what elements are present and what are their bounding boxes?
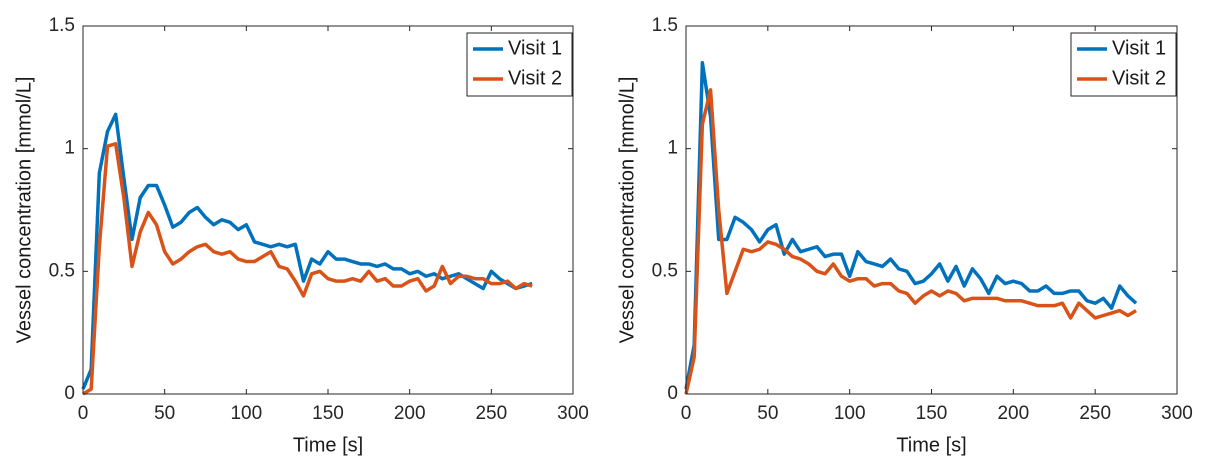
axes-box (685, 25, 1178, 395)
y-tick-label: 1.5 (652, 15, 678, 36)
x-tick-label: 50 (154, 403, 175, 424)
x-tick-label: 200 (394, 403, 426, 424)
legend-label: Visit 1 (1112, 37, 1166, 59)
x-tick-label: 250 (475, 403, 507, 424)
x-axis-label: Time [s] (293, 434, 363, 456)
x-tick-label: 300 (557, 403, 589, 424)
y-tick-label: 0.5 (652, 260, 678, 281)
legend-label: Visit 2 (1112, 67, 1166, 89)
x-tick-label: 300 (1161, 403, 1193, 424)
y-tick-label: 1 (667, 138, 678, 159)
y-tick-label: 1 (64, 138, 75, 159)
y-axis-label: Vessel concentration [mmol/L] (616, 77, 638, 344)
data-line (81, 112, 533, 390)
x-axis-label: Time [s] (896, 434, 966, 456)
legend-box (466, 32, 573, 97)
data-line (684, 61, 1138, 390)
y-tick-label: 1.5 (49, 15, 75, 36)
legend-label: Visit 2 (508, 67, 562, 89)
y-tick-label: 0 (64, 383, 75, 404)
legend-box (1070, 32, 1177, 97)
legend-label: Visit 1 (508, 37, 562, 59)
x-tick-label: 100 (230, 403, 262, 424)
x-tick-label: 200 (997, 403, 1029, 424)
y-tick-label: 0.5 (49, 260, 75, 281)
x-tick-label: 100 (834, 403, 866, 424)
x-tick-label: 250 (1079, 403, 1111, 424)
y-tick-label: 0 (667, 383, 678, 404)
x-tick-label: 0 (681, 403, 692, 424)
y-axis-label: Vessel concentration [mmol/L] (13, 77, 35, 344)
x-tick-label: 150 (916, 403, 948, 424)
x-tick-label: 150 (312, 403, 344, 424)
data-line (684, 88, 1137, 395)
axes-box (82, 25, 574, 395)
x-tick-label: 0 (78, 403, 89, 424)
x-tick-label: 50 (757, 403, 778, 424)
data-line (82, 142, 533, 396)
